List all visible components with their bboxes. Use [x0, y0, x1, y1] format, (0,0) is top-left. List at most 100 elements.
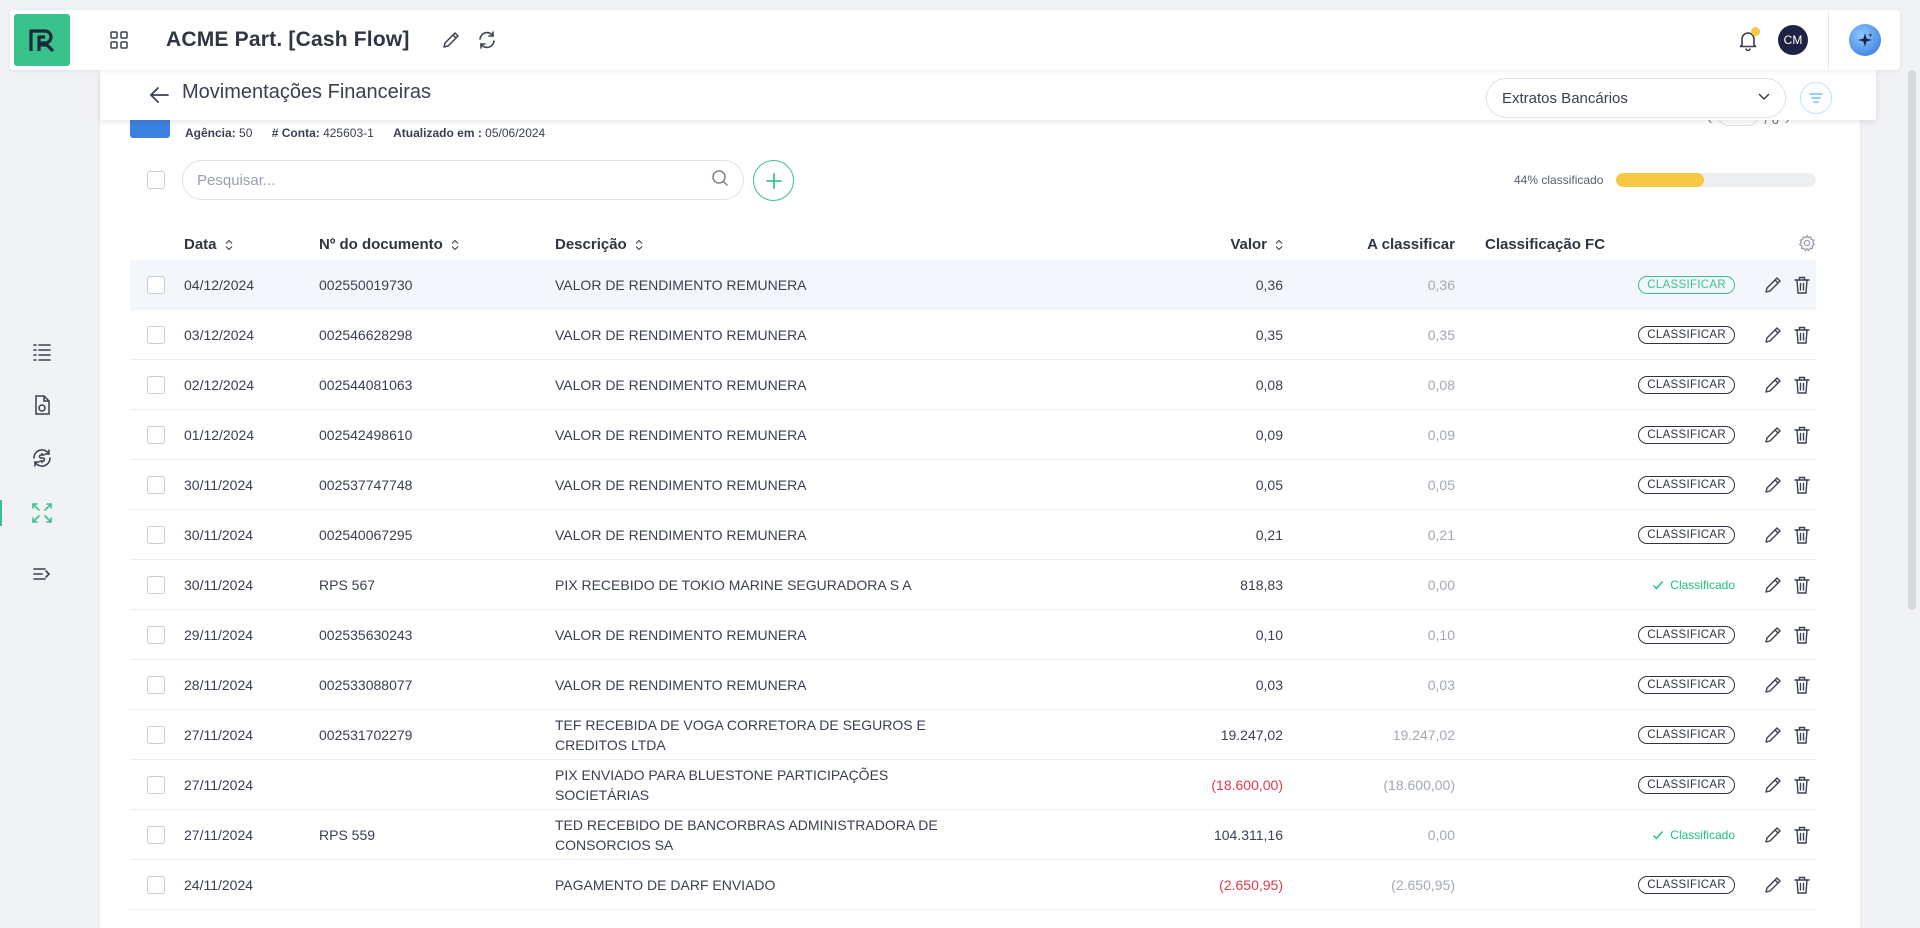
sidebar-cash-cycle-icon[interactable]	[28, 444, 56, 472]
app-logo[interactable]	[14, 14, 70, 66]
classify-button[interactable]: CLASSIFICAR	[1638, 276, 1735, 294]
chevron-down-icon	[1757, 89, 1771, 107]
edit-pencil-icon[interactable]	[1763, 610, 1783, 660]
table-row[interactable]: 27/11/2024 002531702279 TEF RECEBIDA DE …	[130, 710, 1816, 760]
filter-icon[interactable]	[1800, 82, 1832, 114]
row-description: VALOR DE RENDIMENTO REMUNERA	[555, 477, 807, 493]
delete-trash-icon[interactable]	[1793, 560, 1811, 610]
classify-button[interactable]: CLASSIFICAR	[1638, 326, 1735, 344]
column-valor[interactable]: Valor	[1098, 236, 1283, 253]
notifications-bell-icon[interactable]	[1734, 26, 1762, 54]
row-checkbox[interactable]	[147, 426, 165, 444]
add-movement-button[interactable]	[753, 160, 794, 201]
edit-pencil-icon[interactable]	[1763, 660, 1783, 710]
page-scrollbar[interactable]	[1908, 70, 1916, 610]
table-row[interactable]: 02/12/2024 002544081063 VALOR DE RENDIME…	[130, 360, 1816, 410]
apps-grid-icon[interactable]	[107, 28, 131, 52]
classify-button[interactable]: CLASSIFICAR	[1638, 476, 1735, 494]
sidebar-active-indicator	[0, 500, 2, 526]
search-input[interactable]	[197, 171, 711, 189]
row-checkbox[interactable]	[147, 276, 165, 294]
edit-title-icon[interactable]	[440, 29, 462, 51]
row-checkbox[interactable]	[147, 676, 165, 694]
table-row[interactable]: 30/11/2024 RPS 567 PIX RECEBIDO DE TOKIO…	[130, 560, 1816, 610]
table-row[interactable]: 30/11/2024 002537747748 VALOR DE RENDIME…	[130, 460, 1816, 510]
row-checkbox[interactable]	[147, 726, 165, 744]
source-select[interactable]: Extratos Bancários	[1486, 78, 1786, 118]
edit-pencil-icon[interactable]	[1763, 710, 1783, 760]
classify-button[interactable]: CLASSIFICAR	[1638, 376, 1735, 394]
sidebar-reconcile-icon[interactable]	[28, 499, 56, 527]
page-title: Movimentações Financeiras	[182, 80, 431, 103]
edit-pencil-icon[interactable]	[1763, 510, 1783, 560]
row-checkbox[interactable]	[147, 826, 165, 844]
user-avatar[interactable]: CM	[1778, 25, 1808, 55]
table-row[interactable]: 30/11/2024 002540067295 VALOR DE RENDIME…	[130, 510, 1816, 560]
row-valor: 104.311,16	[1213, 827, 1283, 843]
classify-button[interactable]: CLASSIFICAR	[1638, 626, 1735, 644]
delete-trash-icon[interactable]	[1793, 610, 1811, 660]
table-settings-gear-icon[interactable]	[1798, 234, 1818, 254]
top-bar: ACME Part. [Cash Flow] CM	[10, 10, 1900, 70]
row-checkbox[interactable]	[147, 326, 165, 344]
row-checkbox[interactable]	[147, 626, 165, 644]
classify-button[interactable]: CLASSIFICAR	[1638, 526, 1735, 544]
delete-trash-icon[interactable]	[1793, 410, 1811, 460]
row-checkbox[interactable]	[147, 376, 165, 394]
classify-button[interactable]: CLASSIFICAR	[1638, 426, 1735, 444]
table-row[interactable]: 27/11/2024 PIX ENVIADO PARA BLUESTONE PA…	[130, 760, 1816, 810]
delete-trash-icon[interactable]	[1793, 860, 1811, 910]
row-checkbox[interactable]	[147, 776, 165, 794]
row-status: CLASSIFICAR	[1530, 610, 1735, 660]
table-row[interactable]: 01/12/2024 002542498610 VALOR DE RENDIME…	[130, 410, 1816, 460]
row-checkbox[interactable]	[147, 876, 165, 894]
table-row[interactable]: 24/11/2024 PAGAMENTO DE DARF ENVIADO (2.…	[130, 860, 1816, 910]
classify-button[interactable]: CLASSIFICAR	[1638, 876, 1735, 894]
delete-trash-icon[interactable]	[1793, 510, 1811, 560]
table-row[interactable]: 27/11/2024 RPS 559 TED RECEBIDO DE BANCO…	[130, 810, 1816, 860]
delete-trash-icon[interactable]	[1793, 710, 1811, 760]
column-classificacao-label: Classificação FC	[1485, 236, 1606, 253]
edit-pencil-icon[interactable]	[1763, 260, 1783, 310]
table-row[interactable]: 29/11/2024 002535630243 VALOR DE RENDIME…	[130, 610, 1816, 660]
classify-button[interactable]: CLASSIFICAR	[1638, 676, 1735, 694]
edit-pencil-icon[interactable]	[1763, 460, 1783, 510]
row-checkbox[interactable]	[147, 526, 165, 544]
table-row[interactable]: 03/12/2024 002546628298 VALOR DE RENDIME…	[130, 310, 1816, 360]
column-valor-label: Valor	[1230, 236, 1267, 253]
delete-trash-icon[interactable]	[1793, 260, 1811, 310]
classify-button[interactable]: CLASSIFICAR	[1638, 726, 1735, 744]
edit-pencil-icon[interactable]	[1763, 560, 1783, 610]
row-checkbox[interactable]	[147, 476, 165, 494]
sidebar-document-icon[interactable]	[28, 391, 56, 419]
delete-trash-icon[interactable]	[1793, 660, 1811, 710]
edit-pencil-icon[interactable]	[1763, 410, 1783, 460]
edit-pencil-icon[interactable]	[1763, 810, 1783, 860]
delete-trash-icon[interactable]	[1793, 360, 1811, 410]
sidebar-collapse-icon[interactable]	[28, 560, 56, 588]
check-icon	[1653, 581, 1664, 590]
delete-trash-icon[interactable]	[1793, 810, 1811, 860]
table-row[interactable]: 28/11/2024 002533088077 VALOR DE RENDIME…	[130, 660, 1816, 710]
column-data[interactable]: Data	[184, 236, 233, 253]
delete-trash-icon[interactable]	[1793, 760, 1811, 810]
edit-pencil-icon[interactable]	[1763, 310, 1783, 360]
account-bank-tag	[130, 118, 170, 138]
column-descricao[interactable]: Descrição	[555, 236, 643, 253]
table-row[interactable]: 04/12/2024 002550019730 VALOR DE RENDIME…	[130, 260, 1816, 310]
search-icon[interactable]	[711, 169, 729, 192]
select-all-checkbox[interactable]	[147, 171, 165, 189]
row-document-number: 002550019730	[319, 277, 413, 293]
delete-trash-icon[interactable]	[1793, 460, 1811, 510]
column-documento[interactable]: Nº do documento	[319, 236, 459, 253]
edit-pencil-icon[interactable]	[1763, 360, 1783, 410]
sidebar-list-icon[interactable]	[28, 338, 56, 366]
refresh-icon[interactable]	[476, 29, 498, 51]
row-checkbox[interactable]	[147, 576, 165, 594]
delete-trash-icon[interactable]	[1793, 310, 1811, 360]
classify-button[interactable]: CLASSIFICAR	[1638, 776, 1735, 794]
edit-pencil-icon[interactable]	[1763, 860, 1783, 910]
back-arrow-icon[interactable]	[146, 82, 172, 108]
edit-pencil-icon[interactable]	[1763, 760, 1783, 810]
ai-assistant-sparkle-icon[interactable]	[1849, 24, 1881, 56]
